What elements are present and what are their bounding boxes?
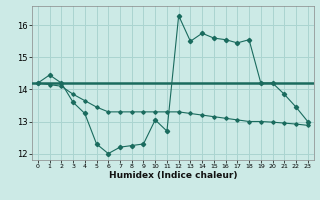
X-axis label: Humidex (Indice chaleur): Humidex (Indice chaleur) [108,171,237,180]
